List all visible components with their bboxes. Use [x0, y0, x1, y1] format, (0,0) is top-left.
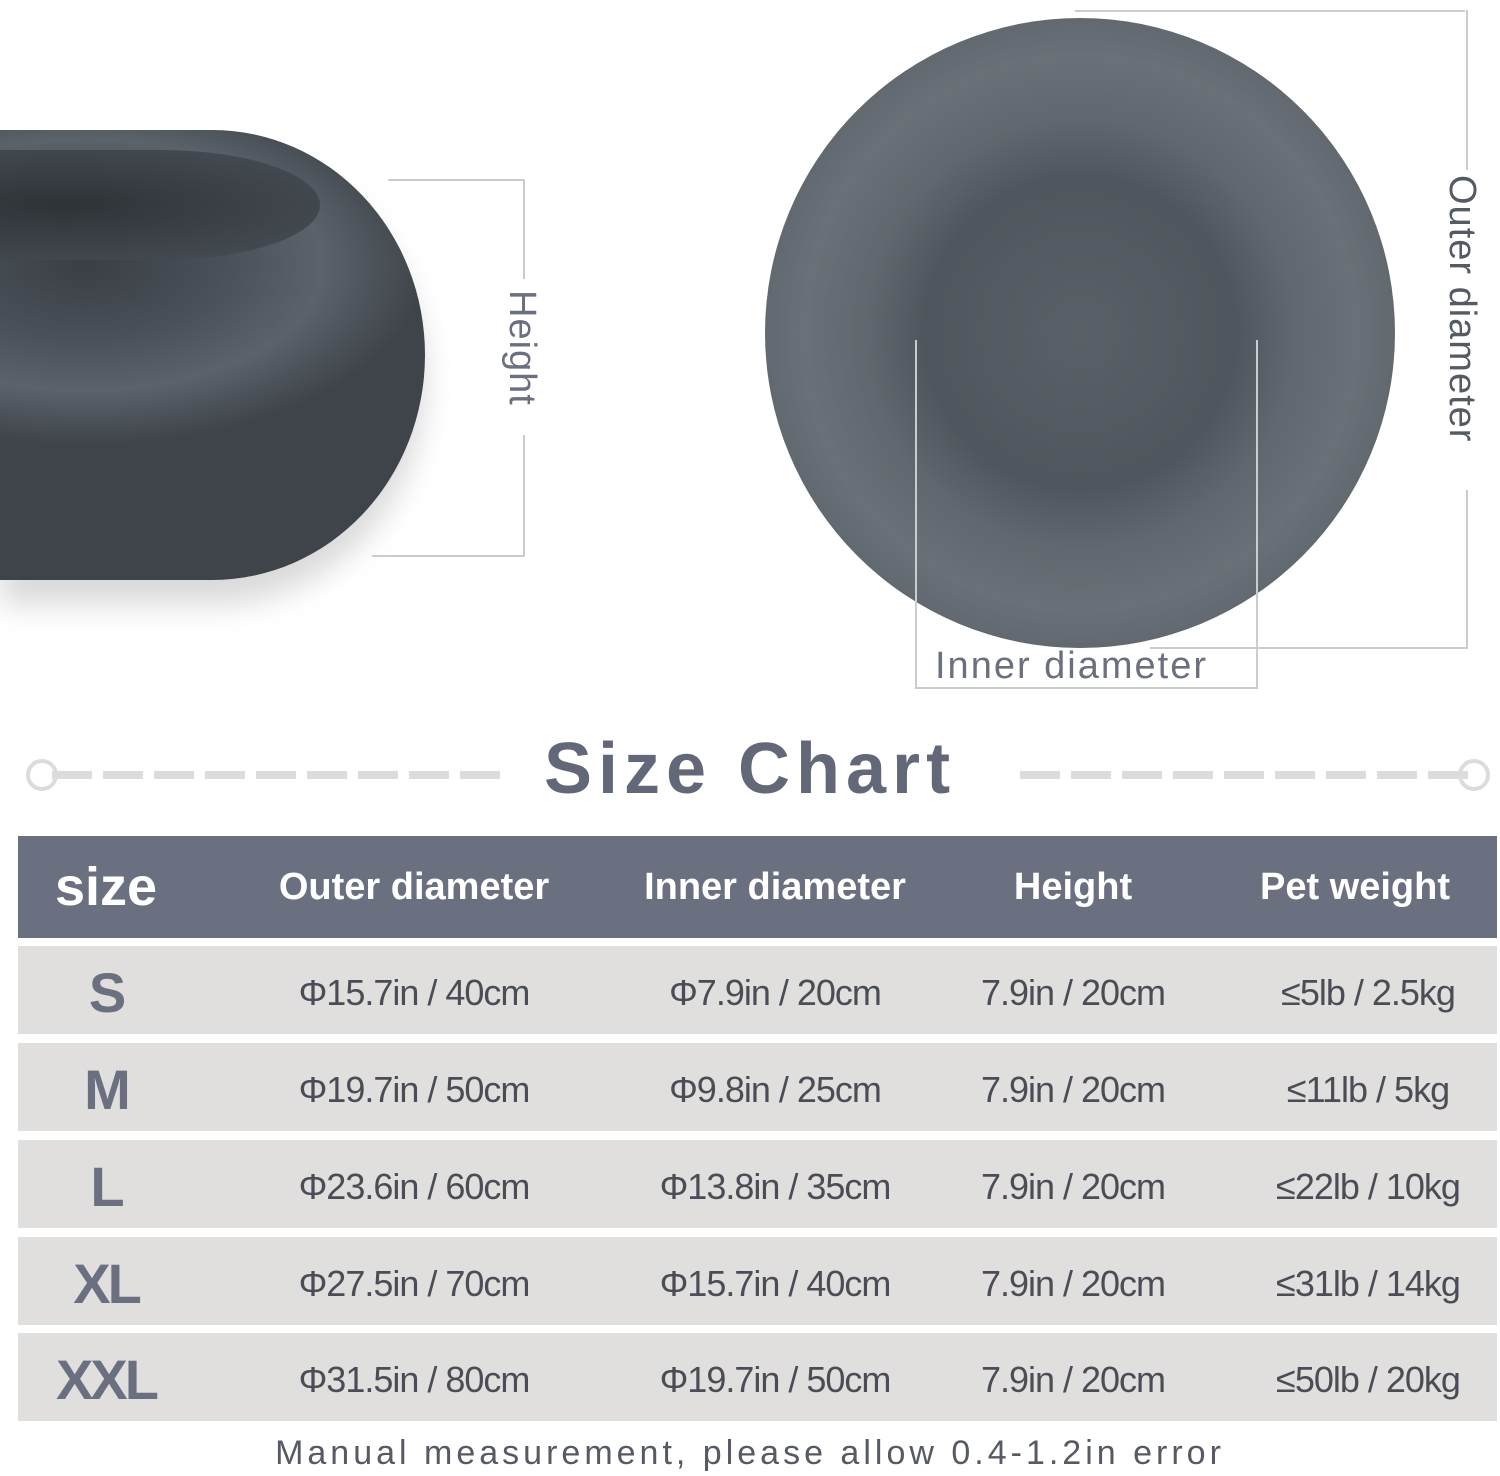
inner-diameter-cell: Φ19.7in / 50cm: [659, 1359, 892, 1400]
inner-diameter-label: Inner diameter: [935, 645, 1209, 687]
divider-dash: [205, 771, 245, 779]
divider-dash: [409, 771, 449, 779]
table-row: XXL Φ31.5in / 80cm Φ19.7in / 50cm 7.9in / 2…: [18, 1333, 1497, 1421]
inner-diameter-cell: Φ9.8in / 25cm: [669, 1069, 882, 1110]
table-row: M Φ19.7in / 50cm Φ9.8in / 25cm 7.9in / 20cm…: [18, 1043, 1497, 1131]
table-row: S Φ15.7in / 40cm Φ7.9in / 20cm 7.9in / 20cm…: [18, 946, 1497, 1034]
outer-line-bottom: [1150, 647, 1468, 649]
divider-dash: [1071, 771, 1111, 779]
height-cell: 7.9in / 20cm: [980, 1069, 1166, 1110]
divider-dash: [52, 771, 92, 779]
outer-diameter-label: Outer diameter: [1441, 175, 1483, 443]
size-cell: M: [84, 1058, 131, 1121]
outer-line-vertical: [1466, 490, 1468, 648]
header-pet-weight: Pet weight: [1259, 866, 1451, 908]
inner-diameter-cell: Φ13.8in / 35cm: [659, 1166, 892, 1207]
height-label: Height: [501, 290, 543, 406]
header-outer-diameter: Outer diameter: [278, 866, 550, 908]
height-line-vertical: [523, 435, 525, 557]
size-cell: XL: [73, 1252, 142, 1315]
divider-dash: [154, 771, 194, 779]
divider-dash: [1377, 771, 1417, 779]
divider-dash: [1173, 771, 1213, 779]
header-inner-diameter: Inner diameter: [644, 866, 906, 908]
outer-line-top: [1075, 10, 1465, 12]
divider-dash: [1122, 771, 1162, 779]
pet-weight-cell: ≤5lb / 2.5kg: [1281, 972, 1456, 1013]
pet-weight-cell: ≤22lb / 10kg: [1276, 1166, 1461, 1207]
outer-diameter-cell: Φ27.5in / 70cm: [298, 1263, 531, 1304]
table-header: size Outer diameter Inner diameter Heigh…: [18, 836, 1497, 938]
divider-dash: [256, 771, 296, 779]
outer-diameter-cell: Φ15.7in / 40cm: [298, 972, 531, 1013]
pet-weight-cell: ≤11lb / 5kg: [1286, 1069, 1450, 1110]
header-height: Height: [1013, 866, 1133, 908]
inner-diameter-cell: Φ7.9in / 20cm: [669, 972, 882, 1013]
pet-weight-cell: ≤31lb / 14kg: [1276, 1263, 1461, 1304]
height-cell: 7.9in / 20cm: [980, 972, 1166, 1013]
height-cell: 7.9in / 20cm: [980, 1263, 1166, 1304]
pet-weight-cell: ≤50lb / 20kg: [1276, 1359, 1461, 1400]
size-cell: XXL: [56, 1348, 159, 1411]
divider-dash: [1428, 771, 1468, 779]
size-cell: S: [88, 961, 126, 1024]
size-cell: L: [90, 1155, 124, 1218]
divider-dash: [307, 771, 347, 779]
divider-dash: [1224, 771, 1264, 779]
height-cell: 7.9in / 20cm: [980, 1359, 1166, 1400]
outer-line-vertical: [1466, 10, 1468, 170]
inner-line-bottom: [915, 687, 1258, 689]
height-line-top: [388, 179, 524, 181]
inner-line-left: [915, 340, 917, 688]
divider-dash: [460, 771, 500, 779]
height-line-vertical: [523, 179, 525, 279]
outer-diameter-cell: Φ23.6in / 60cm: [298, 1166, 531, 1207]
divider-dash: [1275, 771, 1315, 779]
divider-dash: [358, 771, 398, 779]
divider-dash: [103, 771, 143, 779]
table-row: L Φ23.6in / 60cm Φ13.8in / 35cm 7.9in / 20c…: [18, 1140, 1497, 1228]
inner-diameter-cell: Φ15.7in / 40cm: [659, 1263, 892, 1304]
height-cell: 7.9in / 20cm: [980, 1166, 1166, 1207]
outer-diameter-cell: Φ19.7in / 50cm: [298, 1069, 531, 1110]
divider-dash: [1020, 771, 1060, 779]
bed-top-photo: [765, 18, 1395, 648]
measurement-note: Manual measurement, please allow 0.4-1.2…: [275, 1434, 1225, 1472]
divider-dash: [1326, 771, 1366, 779]
header-size: size: [54, 857, 158, 917]
height-line-bottom: [372, 555, 524, 557]
size-chart-title: Size Chart: [543, 729, 957, 809]
table-row: XL Φ27.5in / 70cm Φ15.7in / 40cm 7.9in / 20…: [18, 1237, 1497, 1325]
bed-side-opening: [0, 150, 320, 260]
outer-diameter-cell: Φ31.5in / 80cm: [298, 1359, 531, 1400]
inner-line-right: [1256, 340, 1258, 688]
